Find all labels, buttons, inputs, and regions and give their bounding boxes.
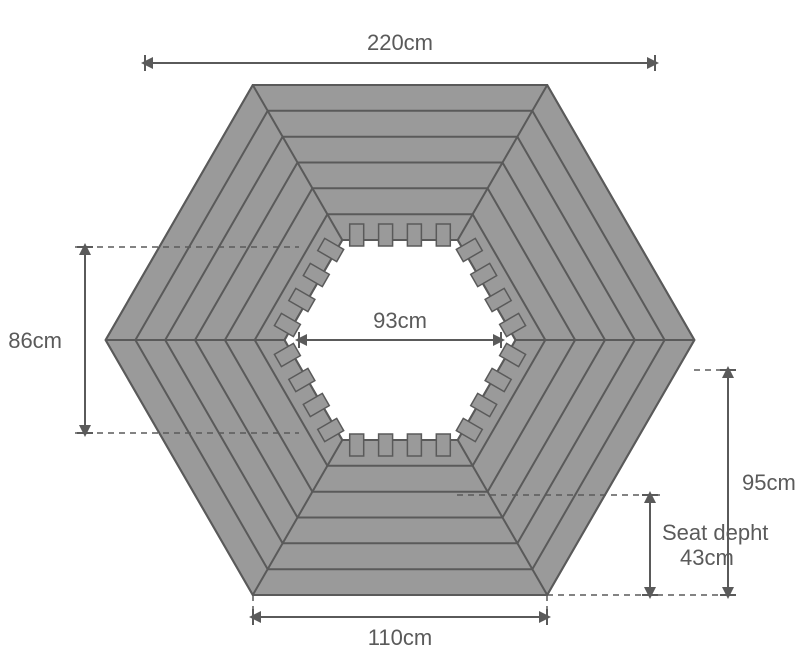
dimension-seat-depth-value: 43cm: [680, 545, 734, 570]
dimension-seat-depth-label: Seat depht: [662, 520, 768, 545]
dimension-top-width: 220cm: [145, 30, 655, 71]
dimension-left-height-label: 86cm: [8, 328, 62, 353]
dimension-top-width-label: 220cm: [367, 30, 433, 55]
dimension-bottom-side: 110cm: [253, 595, 547, 650]
dimension-right-height-label: 95cm: [742, 470, 796, 495]
dimension-bottom-side-label: 110cm: [368, 625, 432, 650]
dimension-inner-diameter: 93cm: [299, 308, 501, 348]
dimension-inner-diameter-label: 93cm: [373, 308, 427, 333]
